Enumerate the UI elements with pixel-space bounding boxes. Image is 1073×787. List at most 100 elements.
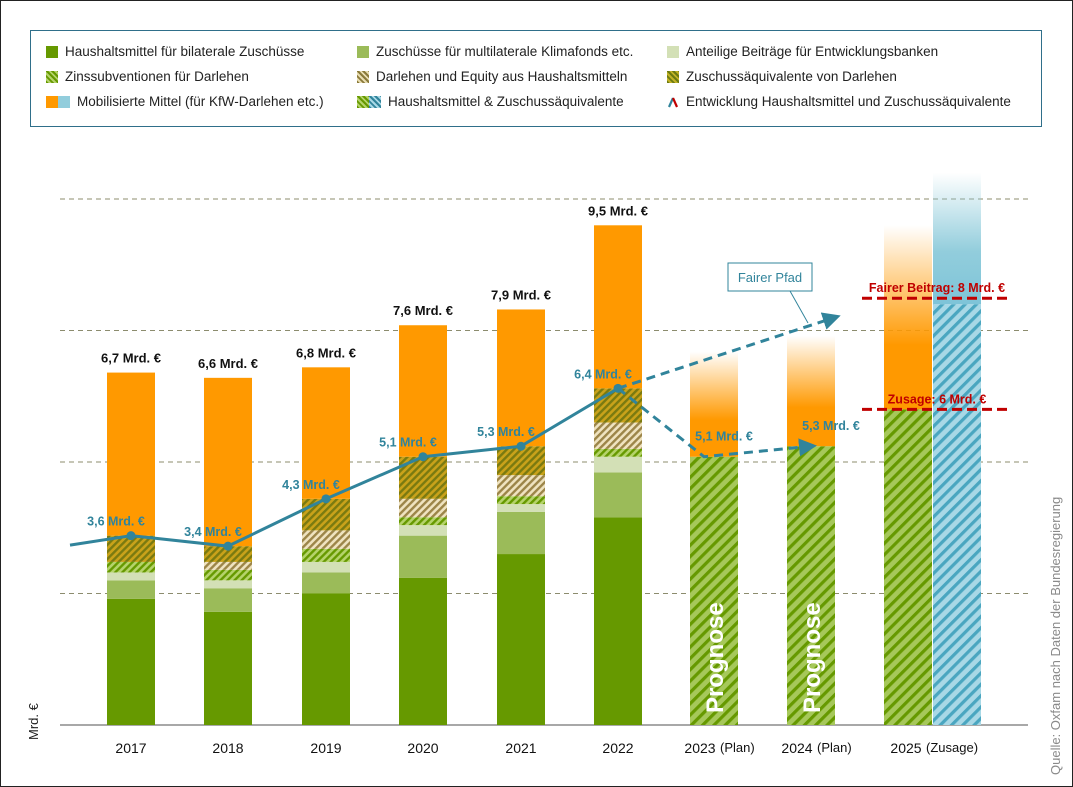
trend-value-label: 3,4 Mrd. €	[184, 525, 242, 539]
trend-value-label: 4,3 Mrd. €	[282, 478, 340, 492]
total-value-label: 6,8 Mrd. €	[296, 345, 356, 360]
legend-item-haushalt-prognose: Haushaltsmittel & Zuschussäquivalente	[357, 94, 624, 109]
bar-segment-bilateral	[399, 577, 447, 725]
trend-point	[126, 531, 136, 541]
bar-segment-bilateral	[107, 598, 155, 725]
bar-segment-zins	[107, 561, 155, 573]
bar-segment-multilateral	[594, 472, 642, 518]
prognose-label: Prognose	[702, 602, 729, 713]
x-tick-label: 2020	[407, 740, 438, 756]
bar-segment-zuschuss-aequiv	[497, 446, 545, 476]
bar-segment-mobilisiert	[399, 325, 447, 457]
bar-segment-anteilig	[399, 525, 447, 536]
x-tick-label: 2022	[602, 740, 633, 756]
legend-item-mobilisiert: Mobilisierte Mittel (für KfW-Darlehen et…	[46, 94, 324, 109]
bar-segment-mobilisiert	[302, 367, 350, 499]
x-tick-label: 2019	[310, 740, 341, 756]
bar-segment-anteilig	[107, 572, 155, 581]
bar-segment-anteilig	[497, 504, 545, 512]
bar-segment-multilateral	[302, 572, 350, 594]
legend-label: Haushaltsmittel für bilaterale Zuschüsse	[65, 44, 305, 59]
total-value-label: 7,9 Mrd. €	[491, 287, 551, 302]
trend-value-label: 3,6 Mrd. €	[87, 515, 145, 529]
bar-segment-darlehen-equity	[204, 561, 252, 570]
legend-label: Zuschussäquivalente von Darlehen	[686, 69, 897, 84]
solid-dark-green-swatch-icon	[46, 45, 58, 58]
x-tick-label: 2023	[684, 740, 715, 756]
legend-item-anteilig: Anteilige Beiträge für Entwicklungsbanke…	[667, 44, 938, 59]
prognose-label: Prognose	[799, 602, 826, 713]
bar-segment-zuschuss-aequiv	[594, 388, 642, 423]
blue-swatch-icon	[58, 95, 70, 108]
bar-segment-forecast	[690, 456, 738, 725]
legend-label: Mobilisierte Mittel (für KfW-Darlehen et…	[77, 94, 324, 109]
trend-point	[223, 541, 233, 551]
commitment-label: Zusage: 6 Mrd. €	[888, 392, 987, 406]
bar-segment-bilateral	[302, 593, 350, 725]
trend-point	[516, 441, 526, 451]
bar-segment-zins	[399, 517, 447, 526]
bar-segment-bilateral	[497, 554, 545, 725]
legend-item-multilateral: Zuschüsse für multilaterale Klimafonds e…	[357, 44, 633, 59]
trend-point	[321, 494, 331, 504]
total-value-label: 6,6 Mrd. €	[198, 356, 258, 371]
bar-segment-mobilisiert	[204, 377, 252, 547]
bar-segment-mobilisiert-2025	[884, 225, 932, 410]
bar-segment-darlehen-equity	[302, 530, 350, 549]
fair-path-callout-box	[727, 262, 813, 292]
bar-segment-multilateral	[497, 511, 545, 555]
hatched-olive-swatch-icon	[667, 70, 679, 83]
bar-segment-mobilisiert	[594, 225, 642, 389]
bar-segment-anteilig	[594, 456, 642, 473]
bar-segment-darlehen-equity	[497, 475, 545, 497]
fair-path-label: Fairer Pfad	[738, 270, 802, 285]
source-note: Quelle: Oxfam nach Daten der Bundesregie…	[1048, 496, 1063, 775]
bar-segment-mobilisiert-forecast	[787, 335, 835, 447]
legend-label: Darlehen und Equity aus Haushaltsmitteln	[376, 69, 628, 84]
legend-label: Anteilige Beiträge für Entwicklungsbanke…	[686, 44, 939, 59]
bar-segment-darlehen-equity	[594, 422, 642, 449]
legend-label: Entwicklung Haushaltsmittel und Zuschuss…	[686, 94, 1011, 109]
legend-item-bilateral: Haushaltsmittel für bilaterale Zuschüsse	[46, 44, 304, 59]
x-tick-suffix: (Zusage)	[926, 740, 978, 755]
x-tick-label: 2018	[212, 740, 243, 756]
y-axis-label: Mrd. €	[26, 703, 41, 740]
bar-segment-zuschuss-aequiv	[302, 498, 350, 531]
forecast-value-label: 5,1 Mrd. €	[695, 430, 753, 444]
bar-segment-bilateral	[594, 517, 642, 725]
legend-label: Zinssubventionen für Darlehen	[65, 69, 249, 84]
total-value-label: 7,6 Mrd. €	[393, 303, 453, 318]
legend-item-line: Entwicklung Haushaltsmittel und Zuschuss…	[667, 94, 1011, 109]
fair-path-line	[617, 312, 841, 390]
bar-segment-zins	[594, 448, 642, 457]
bar-segment-commitment-2025	[884, 409, 932, 725]
fair-label: Fairer Beitrag: 8 Mrd. €	[869, 281, 1005, 295]
trend-value-label: 5,1 Mrd. €	[379, 436, 437, 450]
bar-segment-zins	[204, 569, 252, 581]
bar-segment-anteilig	[302, 561, 350, 573]
data-labels: 3,6 Mrd. € 3,4 Mrd. € 4,3 Mrd. € 5,1 Mrd. €…	[87, 203, 860, 539]
bar-segment-fair-2025	[933, 304, 981, 725]
solid-pale-green-swatch-icon	[667, 45, 679, 58]
bar-segment-zuschuss-aequiv	[204, 546, 252, 562]
legend-item-zins: Zinssubventionen für Darlehen	[46, 69, 249, 84]
bar-segment-bilateral	[204, 611, 252, 725]
trend-value-label: 6,4 Mrd. €	[574, 367, 632, 381]
total-value-label: 9,5 Mrd. €	[588, 203, 648, 218]
bar-segment-zins	[302, 548, 350, 562]
forecast-value-label: 5,3 Mrd. €	[802, 419, 860, 433]
bar-segment-mobilisiert	[497, 309, 545, 447]
bar-segment-mobilisiert	[107, 372, 155, 536]
orange-swatch-icon	[46, 95, 58, 108]
x-tick-label: 2017	[115, 740, 146, 756]
x-axis: 2017 2018 2019 2020 2021 2022 2023 (Plan) 2024 (P…	[115, 740, 978, 756]
x-tick-label: 2024	[781, 740, 812, 756]
x-tick-suffix: (Plan)	[817, 740, 852, 755]
bar-segment-mobilisiert-forecast	[690, 351, 738, 457]
line-icon	[667, 97, 679, 107]
bar-segment-anteilig	[204, 580, 252, 589]
annotations: Fairer Beitrag: 8 Mrd. € Zusage: 6 Mrd. €…	[727, 262, 1012, 411]
x-tick-suffix: (Plan)	[720, 740, 755, 755]
bar-segment-mobilisiert-fair-2025	[933, 172, 981, 305]
